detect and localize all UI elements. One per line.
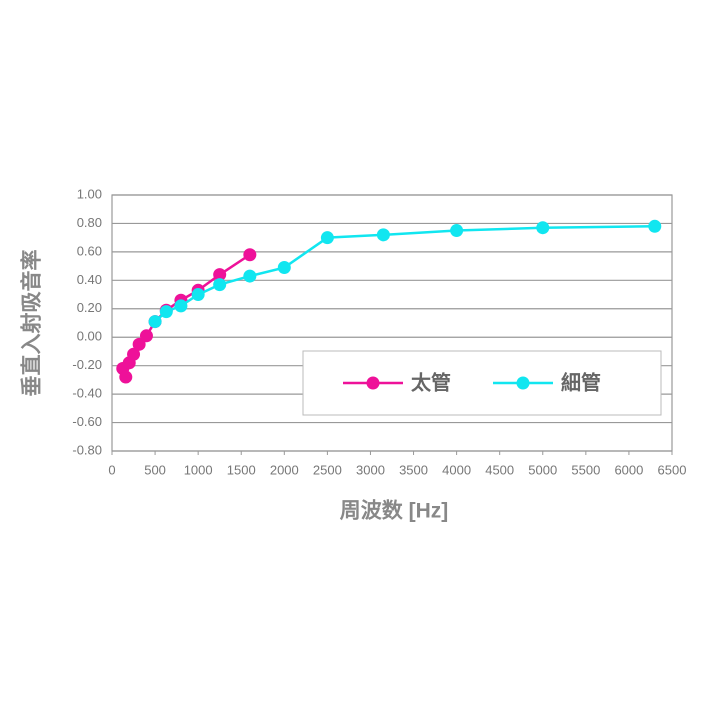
data-point [376, 228, 390, 242]
x-tick-label: 1000 [184, 462, 213, 477]
y-tick-label: 0.80 [77, 215, 102, 230]
x-tick-label: 5500 [571, 462, 600, 477]
x-tick-label: 6500 [658, 462, 687, 477]
x-tick-label: 6000 [614, 462, 643, 477]
data-point [213, 268, 227, 282]
legend-label: 細管 [561, 370, 601, 394]
y-tick-label: -0.40 [72, 386, 102, 401]
x-tick-label: 3500 [399, 462, 428, 477]
series-line [154, 225, 655, 323]
data-point [536, 221, 550, 235]
data-point [243, 248, 257, 262]
y-axis-title: 垂直入射吸音率 [20, 250, 44, 397]
data-point [119, 370, 133, 384]
x-tick-label: 2000 [270, 462, 299, 477]
x-tick-label: 4500 [485, 462, 514, 477]
y-tick-label: 0.00 [77, 329, 102, 344]
data-point [320, 231, 334, 245]
data-point [213, 278, 227, 292]
data-point [191, 288, 205, 302]
data-point [159, 305, 173, 319]
x-tick-label: 3000 [356, 462, 385, 477]
x-tick-label: 0 [108, 462, 115, 477]
y-tick-label: -0.80 [72, 442, 102, 457]
x-tick-label: 1500 [227, 462, 256, 477]
legend-marker [516, 376, 530, 390]
data-point [277, 261, 291, 275]
legend: 太管 細管 [302, 350, 662, 416]
y-tick-label: 0.40 [77, 272, 102, 287]
x-axis-title: 周波数 [Hz] [340, 499, 449, 523]
data-point [243, 269, 257, 283]
y-tick-label: -0.60 [72, 414, 102, 429]
x-tick-label: 4000 [442, 462, 471, 477]
plot-border [111, 194, 673, 452]
legend-marker [366, 376, 380, 390]
data-point [127, 347, 141, 361]
y-tick-label: 1.00 [77, 186, 102, 201]
data-point [648, 219, 662, 233]
x-tick-label: 500 [144, 462, 166, 477]
data-point [139, 329, 153, 343]
data-point [450, 224, 464, 238]
y-tick-label: -0.20 [72, 357, 102, 372]
y-tick-label: 0.60 [77, 243, 102, 258]
x-tick-label: 2500 [313, 462, 342, 477]
legend-label: 太管 [411, 370, 451, 394]
data-point [174, 299, 188, 313]
data-point [148, 315, 162, 329]
y-tick-label: 0.20 [77, 300, 102, 315]
data-point [132, 337, 146, 351]
series-line [121, 253, 251, 382]
x-tick-label: 5000 [528, 462, 557, 477]
